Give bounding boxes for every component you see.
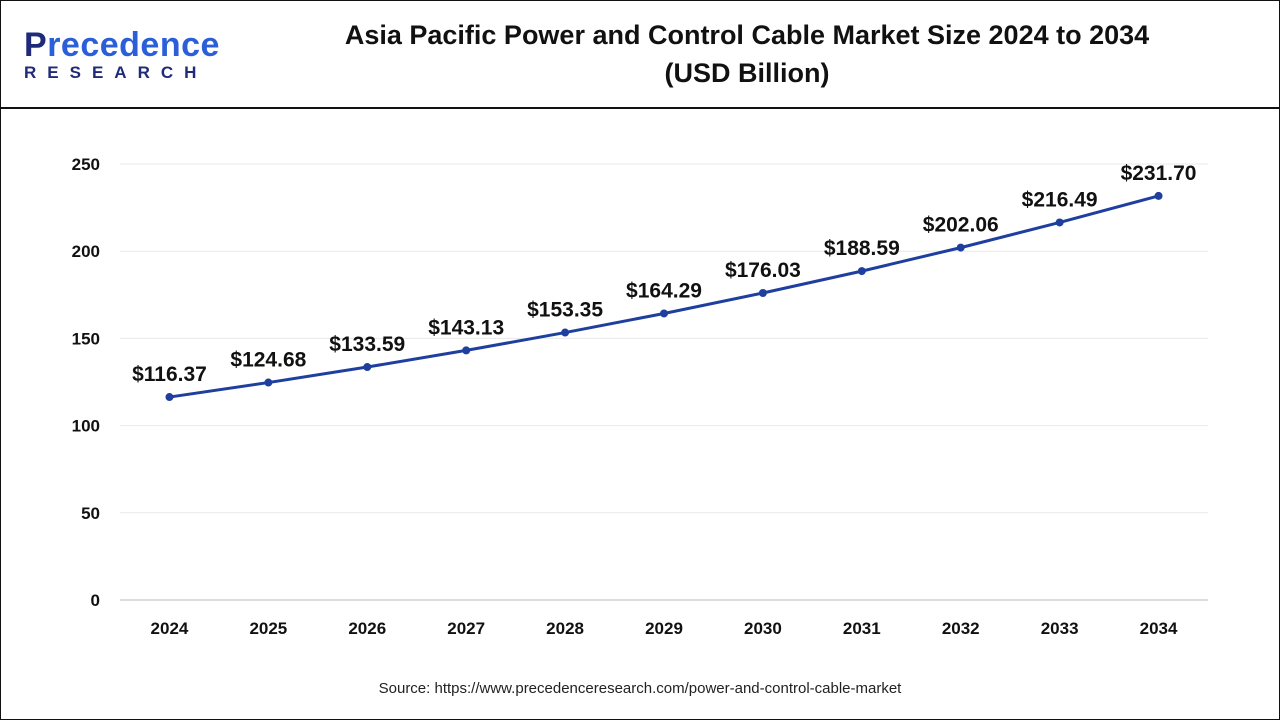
data-label: $143.13 [428,316,504,339]
x-tick-label: 2027 [447,619,485,638]
y-tick-label: 250 [72,155,100,174]
data-label: $124.68 [230,349,306,372]
data-label: $164.29 [626,279,702,302]
data-point [660,309,668,318]
y-tick-label: 200 [72,242,100,261]
y-tick-label: 50 [81,504,100,523]
chart-title: Asia Pacific Power and Control Cable Mar… [250,16,1244,92]
data-label: $153.35 [527,299,603,322]
data-point [857,267,866,276]
data-point [462,346,471,355]
header: Precedence RESEARCH Asia Pacific Power a… [0,0,1280,109]
data-point [165,393,174,402]
precedence-research-logo: Precedence RESEARCH [24,28,220,83]
data-point [264,378,273,387]
data-label: $188.59 [824,237,900,260]
data-point [956,243,965,252]
x-tick-label: 2033 [1041,619,1079,638]
data-point [1154,191,1163,200]
x-tick-label: 2026 [348,619,386,638]
x-tick-label: 2025 [249,619,287,638]
x-tick-label: 2031 [843,619,881,638]
logo-initial: P [24,26,48,64]
x-tick-label: 2032 [942,619,980,638]
y-tick-label: 0 [91,591,100,610]
x-tick-label: 2024 [151,619,189,638]
data-point [363,363,372,372]
data-label: $116.37 [132,363,207,386]
y-tick-label: 100 [72,417,100,436]
data-label: $216.49 [1022,188,1098,211]
logo-word: recedence [47,26,220,64]
data-point [758,289,767,298]
data-label: $231.70 [1121,162,1197,185]
logo-subtitle: RESEARCH [24,63,208,82]
chart-title-line1: Asia Pacific Power and Control Cable Mar… [344,20,1150,50]
x-tick-label: 2034 [1140,619,1178,638]
x-tick-label: 2030 [744,619,782,638]
x-tick-label: 2028 [546,619,584,638]
data-point [561,328,570,337]
data-label: $133.59 [329,333,405,356]
x-tick-label: 2029 [645,619,683,638]
data-label: $202.06 [923,214,999,237]
y-tick-label: 150 [72,329,100,348]
data-label: $176.03 [725,259,801,282]
source-note: Source: https://www.precedenceresearch.c… [378,680,902,697]
data-point [1055,218,1064,227]
chart-title-line2: (USD Billion) [664,58,830,88]
